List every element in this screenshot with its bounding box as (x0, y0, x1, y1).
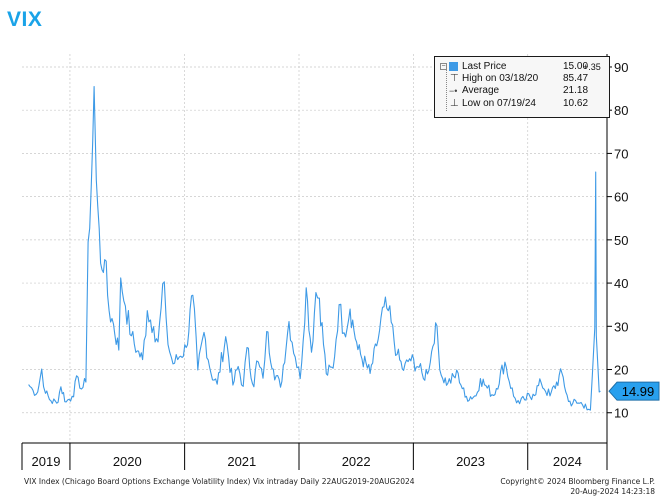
legend-value-last-price: 15.00 (563, 61, 589, 72)
last-value-tag (608, 381, 660, 401)
y-tick-label-80: 80 (614, 103, 628, 118)
footer-copyright: Copyright© 2024 Bloomberg Finance L.P. (500, 477, 655, 486)
low-marker-icon: ⊥ (450, 98, 459, 109)
legend-row-high: ⊤ High on 03/18/20 85.47 (435, 73, 609, 85)
square-swatch-icon (449, 62, 458, 71)
x-tick-label-2023: 2023 (456, 454, 485, 469)
chart-title: VIX (7, 8, 43, 31)
legend-tree-line (446, 69, 447, 111)
legend-label-low: Low on 07/19/24 (462, 98, 536, 109)
legend-row-average: −• Average 21.18 (435, 85, 609, 97)
legend-change-last-price: +.35 (583, 62, 601, 72)
y-tick-label-60: 60 (614, 190, 628, 205)
axes: 10 20 30 40 50 60 70 80 90 2019 2020 2021 2022 2023 20… (21, 54, 628, 470)
legend-box: − Last Price 15.00 +.35 ⊤ High on 03/18/… (434, 56, 610, 118)
legend-value-low: 10.62 (563, 98, 589, 109)
legend-label-last-price: Last Price (462, 61, 507, 72)
legend-collapse-icon[interactable]: − (440, 63, 447, 70)
legend-value-high: 85.47 (563, 73, 589, 84)
x-tick-label-2022: 2022 (342, 454, 371, 469)
legend-label-high: High on 03/18/20 (462, 73, 539, 84)
last-value-marker: 14.99 (608, 381, 660, 401)
legend-row-low: ⊥ Low on 07/19/24 10.62 (435, 98, 609, 110)
footer-timestamp: 20-Aug-2024 14:23:18 (570, 487, 655, 496)
y-tick-label-40: 40 (614, 276, 628, 291)
vix-series-line (28, 85, 601, 411)
y-tick-label-70: 70 (614, 146, 628, 161)
x-tick-label-2024: 2024 (553, 454, 582, 469)
y-tick-label-50: 50 (614, 233, 628, 248)
y-tick-label-90: 90 (614, 60, 628, 75)
legend-value-average: 21.18 (563, 85, 589, 96)
x-tick-label-2019: 2019 (32, 454, 61, 469)
last-value-label: 14.99 (622, 384, 655, 399)
footer-description: VIX Index (Chicago Board Options Exchang… (24, 477, 415, 486)
y-tick-label-20: 20 (614, 363, 628, 378)
legend-label-average: Average (462, 85, 500, 96)
x-tick-label-2020: 2020 (113, 454, 142, 469)
average-marker-icon: −• (449, 86, 458, 96)
x-tick-label-2021: 2021 (227, 454, 256, 469)
y-tick-label-30: 30 (614, 319, 628, 334)
y-tick-label-10: 10 (614, 406, 628, 421)
high-marker-icon: ⊤ (450, 73, 459, 84)
legend-row-last-price: − Last Price 15.00 +.35 (435, 61, 609, 73)
